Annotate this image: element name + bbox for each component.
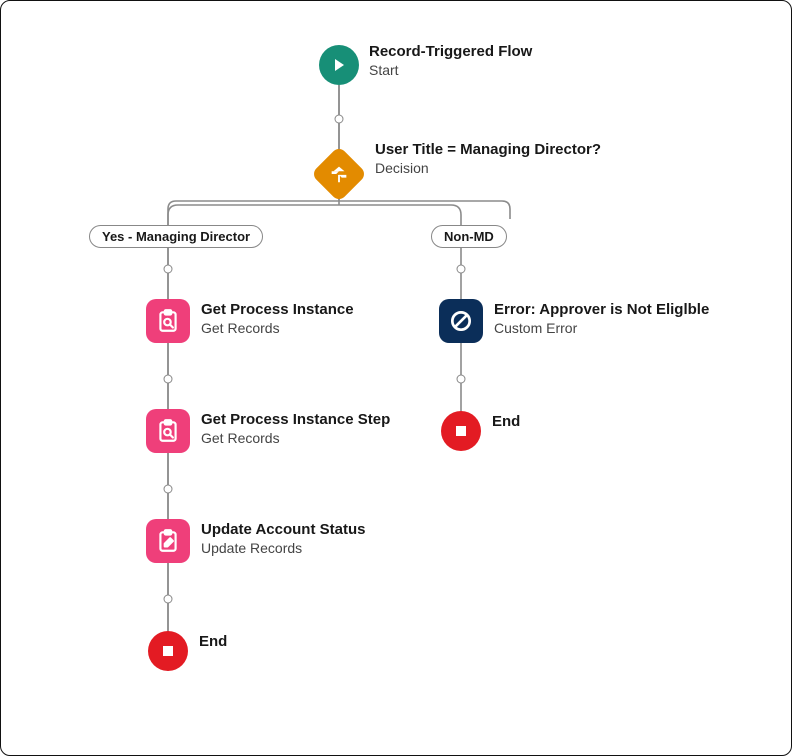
decision-label: User Title = Managing Director? Decision <box>375 141 601 177</box>
yes-end-label: End <box>199 633 227 652</box>
connector-dot <box>164 595 173 604</box>
get-records-node-1[interactable] <box>146 299 190 343</box>
start-label: Record-Triggered Flow Start <box>369 43 532 79</box>
end-node-left[interactable] <box>148 631 188 671</box>
yes-end-title: End <box>199 633 227 652</box>
clipboard-search-icon <box>155 418 181 444</box>
no1-sub: Custom Error <box>494 320 709 338</box>
branch-label-no[interactable]: Non-MD <box>431 225 507 248</box>
no1-label: Error: Approver is Not Eliglble Custom E… <box>494 301 709 337</box>
end-node-right[interactable] <box>441 411 481 451</box>
yes1-sub: Get Records <box>201 320 354 338</box>
yes3-label: Update Account Status Update Records <box>201 521 365 557</box>
clipboard-edit-icon <box>155 528 181 554</box>
play-icon <box>331 57 347 73</box>
yes3-sub: Update Records <box>201 540 365 558</box>
decision-sub: Decision <box>375 160 601 178</box>
connector-dot <box>164 265 173 274</box>
stop-icon <box>453 423 469 439</box>
start-sub: Start <box>369 62 532 80</box>
connector-dot <box>457 375 466 384</box>
decision-title: User Title = Managing Director? <box>375 141 601 160</box>
decision-node[interactable] <box>311 146 368 203</box>
yes2-sub: Get Records <box>201 430 390 448</box>
yes2-title: Get Process Instance Step <box>201 411 390 430</box>
decision-icon <box>328 163 350 185</box>
start-title: Record-Triggered Flow <box>369 43 532 62</box>
connector-dot <box>164 375 173 384</box>
connector-dot <box>335 115 344 124</box>
connector-dot <box>164 485 173 494</box>
yes1-title: Get Process Instance <box>201 301 354 320</box>
connectors <box>1 1 792 756</box>
clipboard-search-icon <box>155 308 181 334</box>
branch-label-yes[interactable]: Yes - Managing Director <box>89 225 263 248</box>
no-end-label: End <box>492 413 520 432</box>
ban-icon <box>448 308 474 334</box>
no1-title: Error: Approver is Not Eliglble <box>494 301 709 320</box>
yes2-label: Get Process Instance Step Get Records <box>201 411 390 447</box>
flow-canvas: Record-Triggered Flow Start User Title =… <box>0 0 792 756</box>
yes3-title: Update Account Status <box>201 521 365 540</box>
connector-dot <box>457 265 466 274</box>
yes1-label: Get Process Instance Get Records <box>201 301 354 337</box>
update-records-node[interactable] <box>146 519 190 563</box>
connectors-main <box>1 1 792 756</box>
get-records-node-2[interactable] <box>146 409 190 453</box>
custom-error-node[interactable] <box>439 299 483 343</box>
start-node[interactable] <box>319 45 359 85</box>
stop-icon <box>160 643 176 659</box>
no-end-title: End <box>492 413 520 432</box>
